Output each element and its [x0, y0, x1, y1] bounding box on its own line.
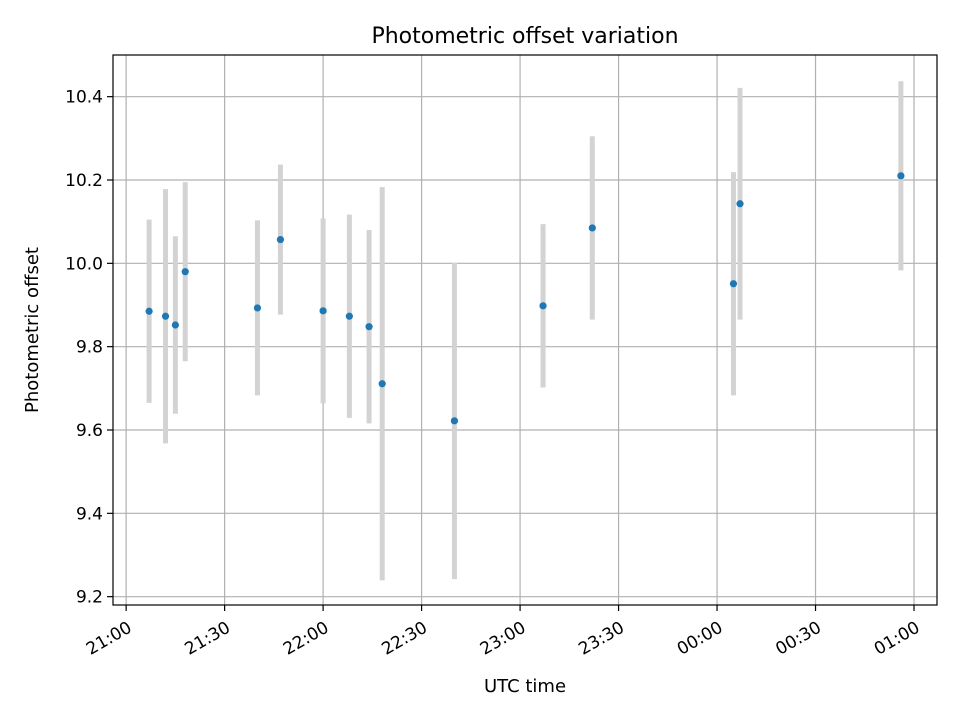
- data-point: [378, 380, 386, 388]
- data-point: [588, 224, 596, 232]
- x-axis-label: UTC time: [484, 676, 566, 697]
- plot-area: [113, 55, 937, 605]
- y-tick-label: 9.6: [76, 421, 103, 441]
- y-tick-label: 9.8: [76, 338, 103, 358]
- data-point: [145, 307, 153, 315]
- y-axis-ticks: 9.2 9.4 9.6 9.8 10.0 10.2 10.4: [65, 88, 113, 608]
- y-tick-label: 10.2: [65, 171, 103, 191]
- y-axis-label: Photometric offset: [22, 247, 43, 413]
- data-point: [171, 321, 179, 329]
- data-point: [276, 235, 285, 244]
- data-point: [253, 304, 262, 312]
- data-point: [539, 302, 547, 310]
- grid: [113, 55, 937, 605]
- chart-title: Photometric offset variation: [371, 24, 678, 49]
- data-point: [181, 268, 189, 276]
- data-point: [345, 312, 353, 320]
- data-point: [729, 280, 738, 288]
- plot-frame: [112, 54, 938, 606]
- data-point: [736, 200, 744, 208]
- y-tick-label: 9.4: [76, 504, 103, 524]
- y-tick-label: 9.2: [76, 588, 103, 608]
- data-points: [145, 172, 905, 425]
- data-point: [161, 312, 170, 320]
- data-point: [897, 172, 905, 180]
- y-tick-label: 10.0: [65, 254, 103, 274]
- data-point: [319, 307, 327, 315]
- y-tick-label: 10.4: [65, 88, 103, 108]
- data-point: [450, 417, 459, 425]
- data-point: [365, 323, 373, 331]
